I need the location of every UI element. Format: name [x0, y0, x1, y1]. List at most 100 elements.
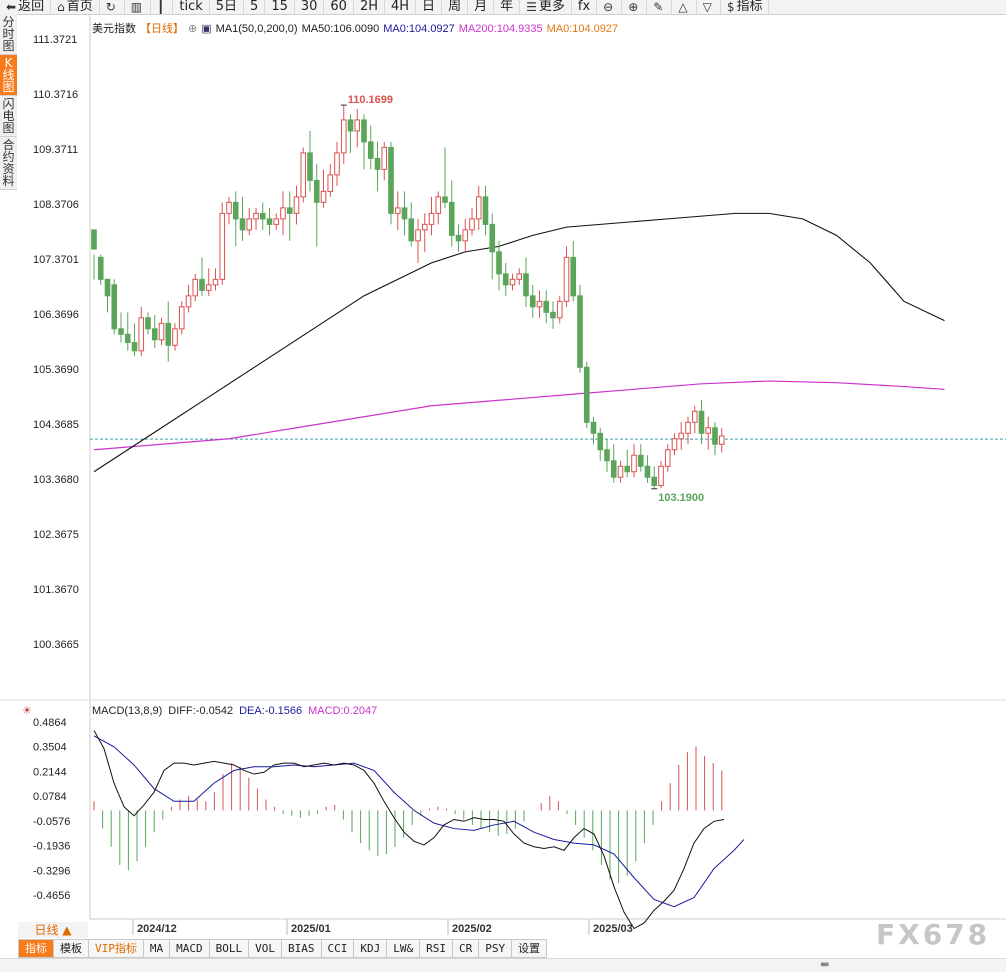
candle-body — [199, 278, 205, 291]
candle-body — [334, 152, 340, 176]
legend-ma-title: MA1(50,0,200,0) — [216, 23, 298, 35]
candle-body — [408, 218, 415, 242]
legend-ma-icon: ▣ — [201, 23, 211, 35]
toolbar-item-label: 2H — [359, 0, 378, 14]
indicator-tab-6[interactable]: VOL — [249, 939, 282, 958]
toolbar-item-label: 30 — [300, 0, 318, 14]
candle-body — [550, 311, 556, 319]
toolbar-item-11[interactable]: 2H — [354, 0, 385, 14]
legend-name: 美元指数 — [92, 21, 136, 35]
indicator-tab-5[interactable]: BOLL — [209, 939, 250, 958]
indicator-tab-14[interactable]: 设置 — [512, 939, 548, 958]
toolbar-item-18[interactable]: fx — [572, 0, 598, 14]
indicator-tabs: 指标 模板 VIP指标 MA MACD BOLL VOL BIAS CCI KDJ LW& RSI CR… — [18, 939, 548, 958]
macd-diff-value: DIFF:-0.0542 — [168, 705, 233, 717]
draw-icon: ✎ — [653, 0, 664, 14]
toolbar-item-5[interactable]: tick — [173, 0, 210, 14]
toolbar-item-label: 5日 — [215, 0, 238, 14]
toolbar-item-label: 返回 — [18, 0, 45, 14]
candle-body — [232, 201, 239, 220]
macd-tick-label: -0.1936 — [33, 841, 70, 853]
candle-body — [253, 212, 259, 220]
candle-body — [178, 306, 185, 330]
candle-body — [536, 300, 543, 308]
candle-body — [462, 229, 469, 242]
date-label: 2024/12 — [137, 923, 177, 935]
price-tick-label: 102.3675 — [33, 529, 79, 541]
scroll-thumb-icon[interactable]: ▬ — [820, 959, 830, 970]
macd-diff-line — [93, 730, 725, 930]
toolbar-item-21[interactable]: ✎ — [647, 0, 673, 14]
date-label: 2025/01 — [291, 923, 331, 935]
toolbar-item-14[interactable]: 周 — [442, 0, 469, 14]
candle-body — [624, 465, 631, 473]
macd-tick-label: 0.2144 — [33, 766, 67, 778]
toolbar-item-9[interactable]: 30 — [295, 0, 325, 14]
macd-tick-label: -0.3296 — [33, 865, 70, 877]
toolbar-item-6[interactable]: 5日 — [210, 0, 245, 14]
indicator-tab-12[interactable]: CR — [453, 939, 480, 958]
indicator-tab-10[interactable]: LW& — [387, 939, 421, 958]
price-tick-label: 108.3706 — [33, 199, 79, 211]
candle-body — [259, 212, 266, 220]
sidebar-tab-0[interactable]: 分时图 — [0, 14, 17, 55]
indicator-tab-3[interactable]: MA — [143, 939, 171, 958]
price-tick-label: 107.3701 — [33, 254, 79, 266]
candle-body — [496, 251, 502, 275]
candle-icon: ┃ — [157, 0, 165, 14]
indicator-tab-1[interactable]: 模板 — [54, 939, 89, 958]
candle-body — [435, 196, 442, 214]
toolbar-item-1[interactable]: ⌂ 首页 — [51, 0, 100, 14]
candle-body — [172, 328, 178, 346]
sidebar-tab-2[interactable]: 闪电图 — [0, 96, 17, 137]
toolbar-item-16[interactable]: 年 — [494, 0, 521, 14]
sidebar-tab-3[interactable]: 合约资料 — [0, 137, 17, 190]
toolbar-item-2[interactable]: ↻ — [100, 0, 125, 14]
toolbar-item-3[interactable]: ▥ — [125, 0, 152, 14]
candle-body — [401, 207, 408, 220]
dollar-icon: $ — [726, 0, 735, 14]
indicator-tab-13[interactable]: PSY — [479, 939, 513, 958]
toolbar-item-label: 5 — [250, 0, 259, 14]
chart-area[interactable]: 111.3721 110.3716 109.3711 108.3706 107.3701… — [0, 14, 1006, 958]
candle-body — [293, 196, 300, 214]
candle-body — [705, 427, 712, 434]
toolbar-item-10[interactable]: 60 — [324, 0, 354, 14]
indicator-tab-4[interactable]: MACD — [170, 939, 210, 958]
legend-ma0: MA0:104.0927 — [383, 23, 455, 35]
indicator-tab-7[interactable]: BIAS — [282, 939, 322, 958]
toolbar-item-24[interactable]: $ 指标 — [721, 0, 770, 14]
candle-body — [475, 196, 482, 220]
indicator-tab-11[interactable]: RSI — [420, 939, 453, 958]
toolbar-item-4[interactable]: ┃ — [151, 0, 174, 14]
indicator-tab-2[interactable]: VIP指标 — [89, 939, 144, 958]
candle-body — [455, 234, 462, 242]
toolbar-item-22[interactable]: △ — [672, 0, 697, 14]
candle-body — [212, 278, 219, 286]
candle-body — [691, 410, 698, 423]
candle-body — [664, 449, 671, 467]
toolbar-item-20[interactable]: ⊕ — [622, 0, 648, 14]
toolbar-item-23[interactable]: ▽ — [697, 0, 721, 14]
candle-body — [327, 174, 334, 192]
toolbar-item-13[interactable]: 日 — [416, 0, 443, 14]
period-button[interactable]: 日线 ▲ — [18, 922, 88, 938]
indicator-tab-8[interactable]: CCI — [321, 939, 355, 958]
indicator-tab-0[interactable]: 指标 — [18, 939, 54, 958]
indicator-tab-9[interactable]: KDJ — [354, 939, 388, 958]
toolbar-item-8[interactable]: 15 — [265, 0, 295, 14]
toolbar-item-0[interactable]: ⬅ 返回 — [0, 0, 52, 14]
toolbar-item-12[interactable]: 4H — [385, 0, 417, 14]
toolbar-item-label: 年 — [500, 0, 514, 14]
candle-body — [394, 207, 401, 214]
scroll-strip[interactable]: ▬ — [0, 958, 1006, 972]
legend-period: 【日线】 — [140, 21, 184, 35]
toolbar-item-17[interactable]: ☰ 更多 — [520, 0, 572, 14]
toolbar-item-label: 60 — [330, 0, 347, 14]
toolbar-item-7[interactable]: 5 — [244, 0, 266, 14]
candle-body — [192, 278, 199, 297]
toolbar-item-15[interactable]: 月 — [468, 0, 495, 14]
macd-dea-line — [93, 735, 745, 908]
toolbar-item-19[interactable]: ⊖ — [597, 0, 623, 14]
